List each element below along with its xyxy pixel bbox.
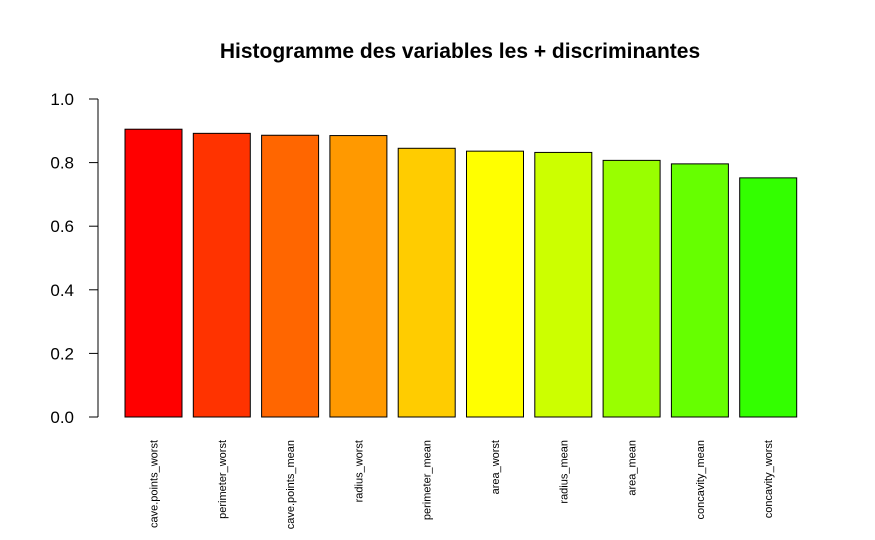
bar-area_worst — [467, 151, 524, 417]
x-tick-label: perimeter_mean — [422, 440, 434, 520]
x-tick-label: concavity_mean — [695, 440, 707, 520]
bar-radius_worst — [330, 136, 387, 417]
x-tick-label: radius_mean — [558, 440, 570, 504]
bar-perimeter_mean — [398, 148, 455, 417]
bars — [125, 129, 797, 417]
y-tick-label: 1.0 — [50, 90, 74, 109]
y-tick-label: 0.6 — [50, 217, 74, 236]
chart-title: Histogramme des variables les + discrimi… — [220, 40, 700, 63]
bar-radius_mean — [535, 152, 592, 417]
y-tick-label: 0.4 — [50, 281, 74, 300]
x-tick-label: cave.points_mean — [285, 440, 297, 529]
x-tick-label: area_mean — [627, 440, 639, 496]
x-tick-label: perimeter_worst — [217, 440, 229, 519]
bar-perimeter_worst — [193, 133, 250, 417]
bar-area_mean — [603, 160, 660, 417]
x-tick-label: concavity_worst — [763, 440, 775, 518]
bar-cave.points_mean — [262, 135, 319, 417]
y-axis: 0.0 0.2 0.4 0.6 0.8 1.0 — [50, 90, 98, 427]
bar-cave.points_worst — [125, 129, 182, 417]
y-tick-label: 0.8 — [50, 154, 74, 173]
x-tick-label: radius_worst — [353, 440, 365, 502]
y-tick-label: 0.0 — [50, 408, 74, 427]
y-tick-label: 0.2 — [50, 344, 74, 363]
x-tick-labels: cave.points_worst perimeter_worst cave.poi… — [149, 440, 776, 529]
bar-concavity_worst — [740, 178, 797, 417]
bar-concavity_mean — [671, 164, 728, 417]
x-tick-label: cave.points_worst — [149, 440, 161, 528]
x-tick-label: area_worst — [490, 440, 502, 494]
